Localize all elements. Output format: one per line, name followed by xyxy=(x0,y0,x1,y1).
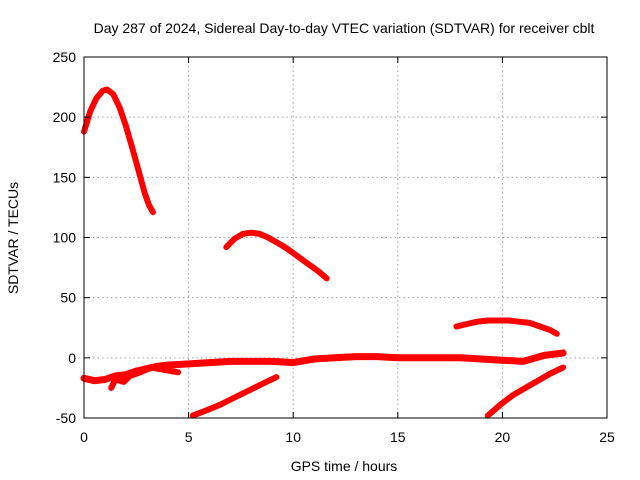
x-axis-label: GPS time / hours xyxy=(291,458,398,474)
series-arc-4 xyxy=(189,374,280,419)
chart-title: Day 287 of 2024, Sidereal Day-to-day VTE… xyxy=(94,20,595,36)
series-arc-5 xyxy=(484,364,567,419)
y-tick-label: 100 xyxy=(53,230,77,246)
series-spikes xyxy=(108,364,182,391)
x-tick-label: 10 xyxy=(285,429,301,445)
x-tick-label: 25 xyxy=(599,429,615,445)
series-arc-1 xyxy=(81,86,156,216)
y-axis-label: SDTVAR / TECUs xyxy=(5,182,21,294)
x-tick-label: 15 xyxy=(390,429,406,445)
y-tick-label: 250 xyxy=(53,49,77,65)
series-arc-2 xyxy=(223,229,330,282)
data-series xyxy=(80,86,567,419)
y-tick-label: 50 xyxy=(60,290,76,306)
x-tick-label: 5 xyxy=(185,429,193,445)
y-tick-label: 150 xyxy=(53,169,77,185)
y-tick-label: 200 xyxy=(53,109,77,125)
y-tick-label: -50 xyxy=(56,410,76,426)
x-tick-label: 20 xyxy=(495,429,511,445)
x-tick-label: 0 xyxy=(80,429,88,445)
series-arc-3 xyxy=(453,317,560,337)
y-tick-label: 0 xyxy=(68,350,76,366)
